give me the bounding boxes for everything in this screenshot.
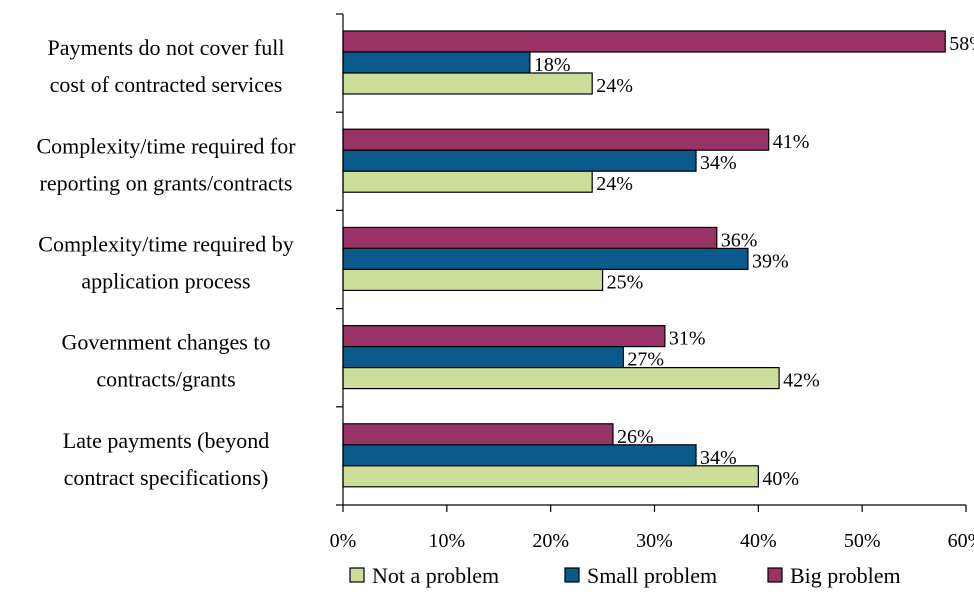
data-label: 36% — [721, 229, 758, 251]
category-label: contract specifications) — [64, 465, 269, 490]
x-tick-label: 50% — [844, 530, 881, 552]
data-label: 34% — [700, 447, 737, 469]
bar-not-a-problem — [342, 367, 780, 390]
bar-big-problem — [342, 128, 770, 151]
data-label: 25% — [607, 271, 644, 293]
data-label: 34% — [700, 152, 737, 174]
bar-small-problem — [342, 247, 749, 270]
bar-big-problem — [342, 30, 946, 53]
x-tick-label: 40% — [740, 530, 777, 552]
x-tick-label: 60% — [948, 530, 974, 552]
bar-big-problem — [342, 325, 666, 348]
legend-label: Small problem — [587, 563, 717, 588]
data-label: 27% — [627, 349, 664, 371]
x-tick-label: 30% — [636, 530, 673, 552]
category-label: Payments do not cover full — [47, 35, 284, 60]
category-label: contracts/grants — [96, 367, 235, 392]
bar-big-problem — [342, 423, 614, 446]
data-label: 40% — [762, 468, 799, 490]
bar-not-a-problem — [342, 170, 593, 193]
legend-swatch-not-a-problem — [349, 567, 365, 583]
bar-not-a-problem — [342, 72, 593, 95]
category-label: Government changes to — [62, 330, 271, 355]
bar-small-problem — [342, 51, 531, 74]
category-label: Complexity/time required by — [38, 232, 293, 257]
bar-not-a-problem — [342, 268, 604, 291]
data-label: 24% — [596, 173, 633, 195]
data-label: 31% — [669, 328, 706, 350]
category-label: Complexity/time required for — [36, 133, 296, 158]
category-label: reporting on grants/contracts — [40, 170, 293, 195]
x-tick-label: 10% — [428, 530, 465, 552]
legend-label: Big problem — [790, 563, 901, 588]
data-label: 18% — [534, 54, 571, 76]
data-label: 41% — [773, 131, 810, 153]
data-label: 58% — [949, 33, 974, 55]
bar-small-problem — [342, 444, 697, 467]
legend-swatch-big-problem — [767, 567, 783, 583]
bar-not-a-problem — [342, 465, 759, 488]
category-label: Late payments (beyond — [63, 428, 270, 453]
category-label: application process — [81, 269, 250, 294]
legend-label: Not a problem — [372, 563, 499, 588]
category-label: cost of contracted services — [50, 72, 283, 97]
legend-swatch-small-problem — [564, 567, 580, 583]
bar-big-problem — [342, 226, 718, 249]
x-tick-label: 0% — [330, 530, 357, 552]
x-tick-label: 20% — [532, 530, 569, 552]
data-label: 42% — [783, 370, 820, 392]
bar-small-problem — [342, 346, 624, 369]
data-label: 39% — [752, 250, 789, 272]
data-label: 24% — [596, 75, 633, 97]
bar-small-problem — [342, 149, 697, 172]
data-label: 26% — [617, 426, 654, 448]
